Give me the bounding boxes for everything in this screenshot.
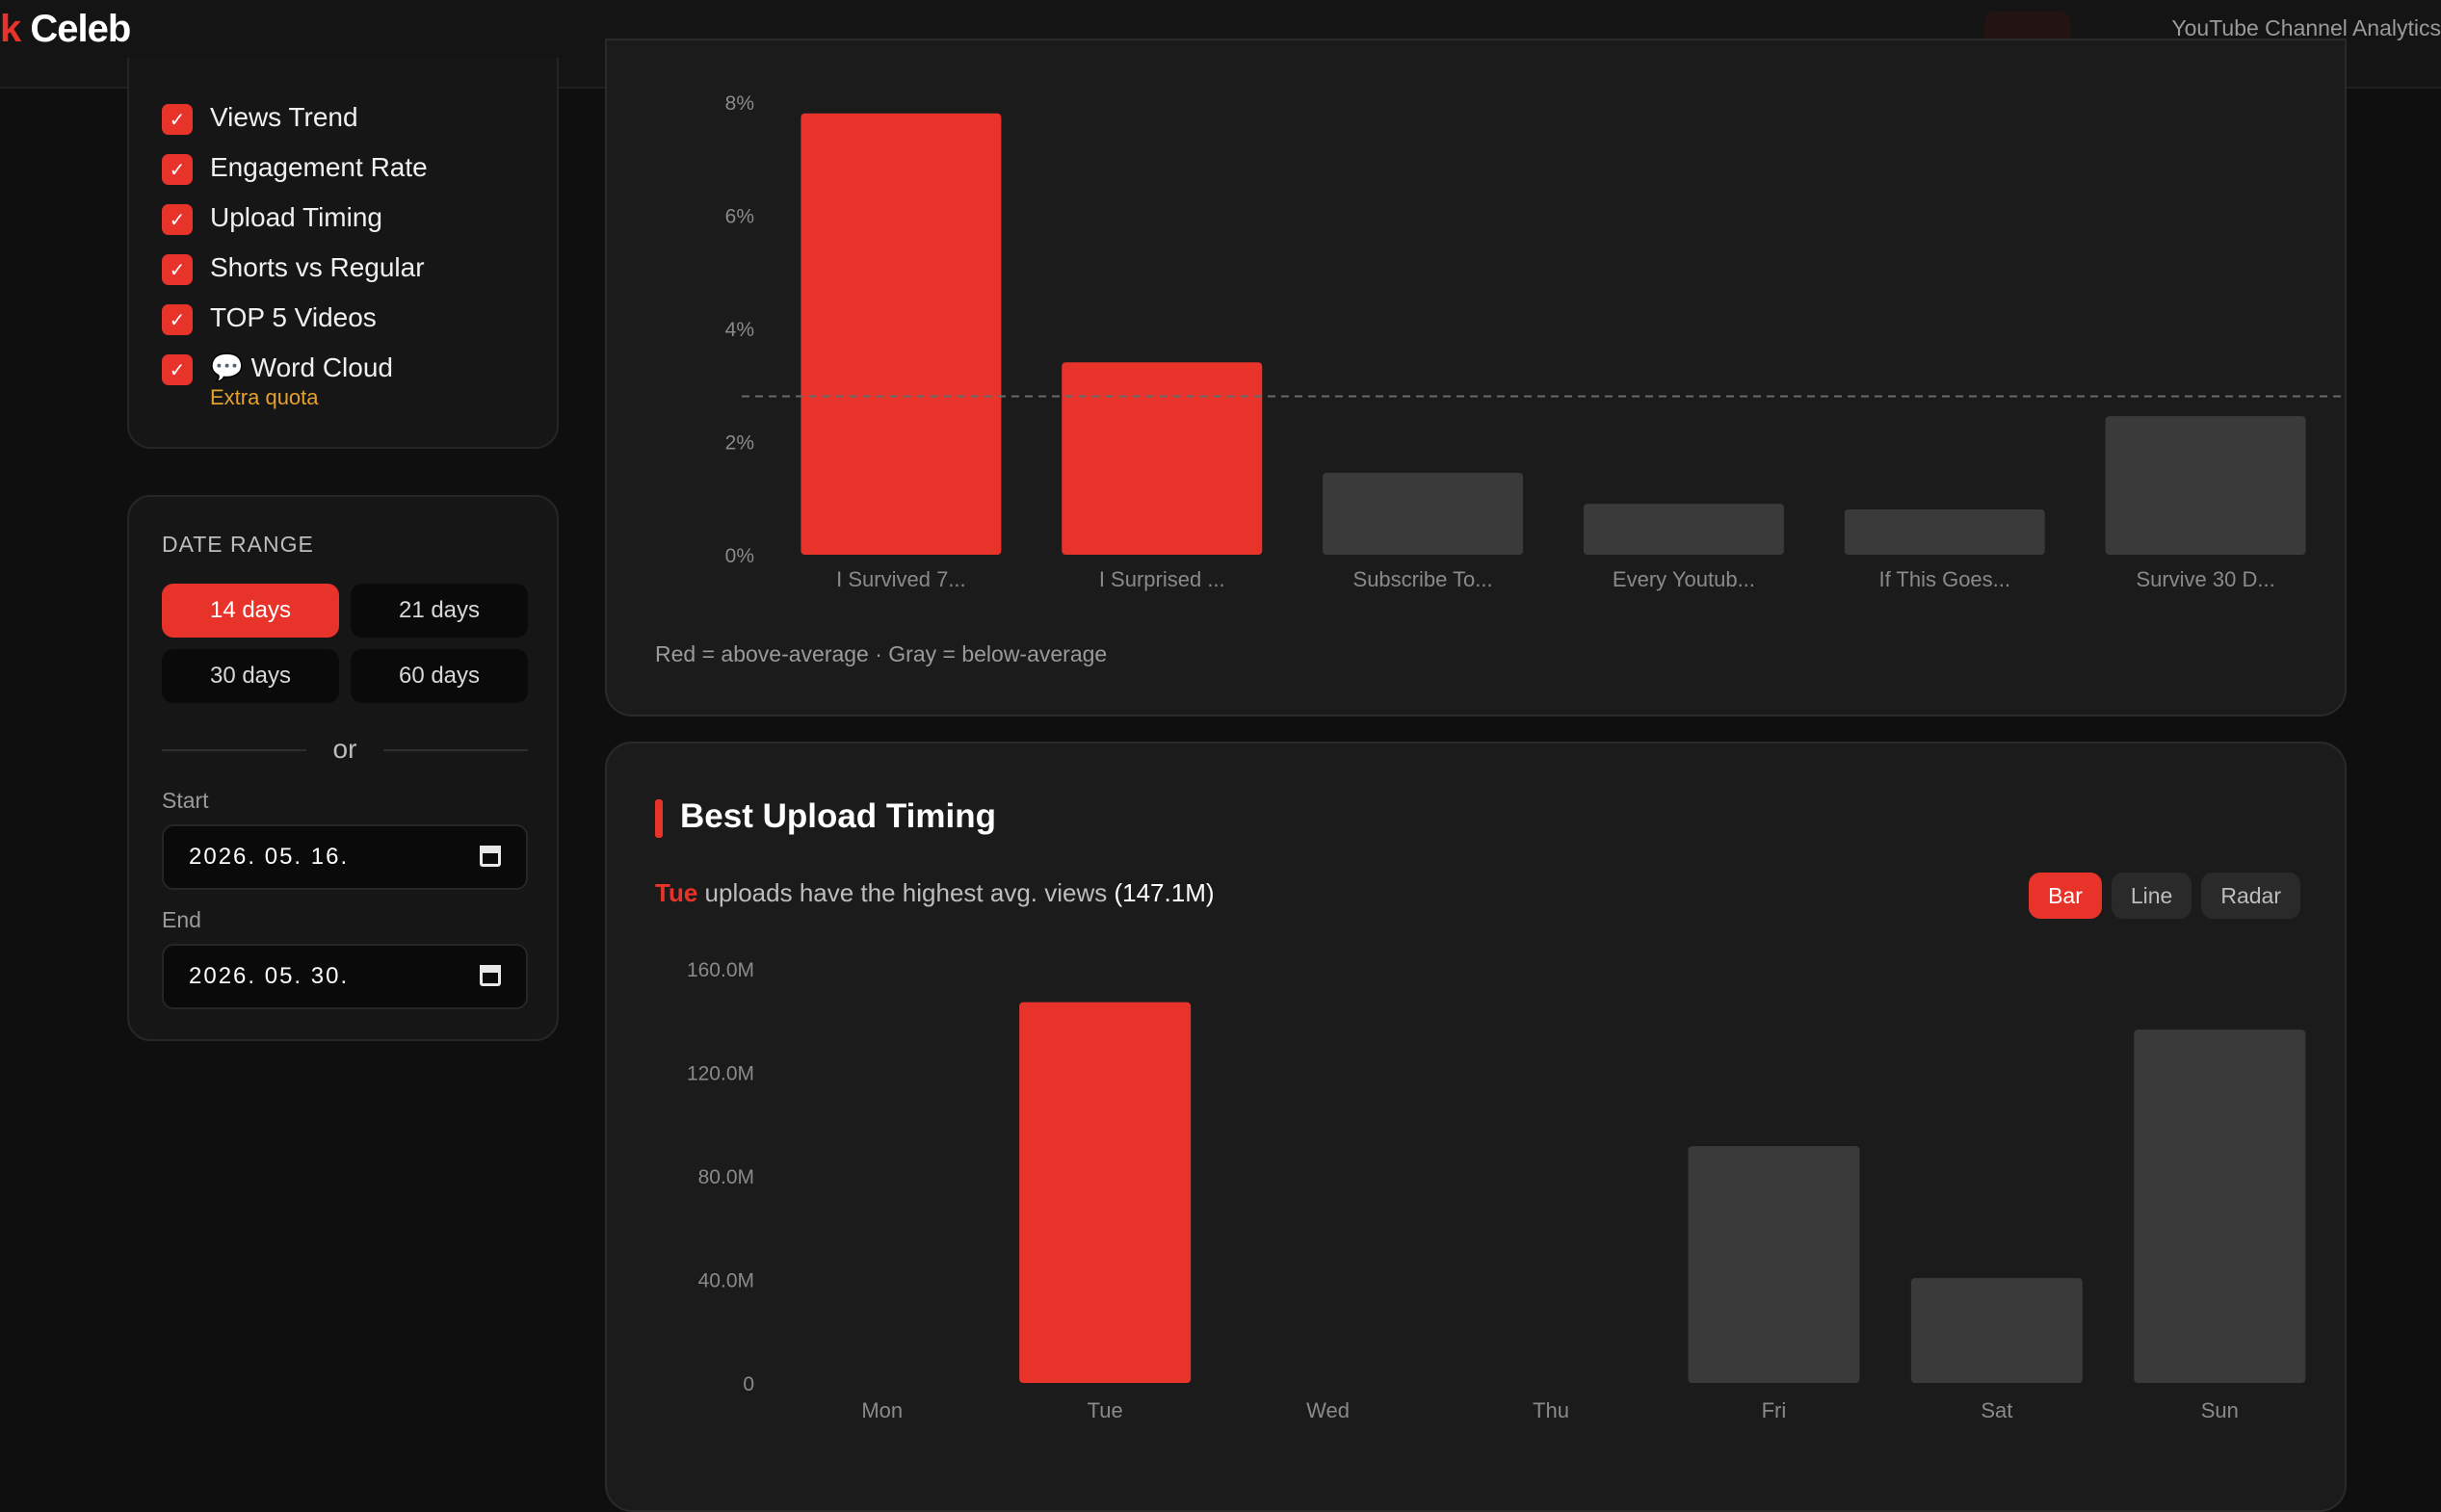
section-toggle[interactable]: ✓ TOP 5 Videos xyxy=(162,299,377,337)
start-date-input[interactable]: 2026. 05. 16. xyxy=(162,824,528,890)
section-toggle[interactable]: ✓ Views Trend xyxy=(162,98,358,137)
bar-view-button[interactable]: Bar xyxy=(2029,873,2102,919)
section-label: TOP 5 Videos xyxy=(210,302,377,332)
c1-y-tick-label: 2% xyxy=(725,432,754,455)
checkbox-check-icon[interactable]: ✓ xyxy=(162,104,193,135)
c1-x-tick-label: Survive 30 D... xyxy=(2136,567,2274,591)
section-text: Shorts vs Regular xyxy=(210,248,425,287)
c2-x-tick-label: Sat xyxy=(1981,1398,2012,1422)
or-divider: or xyxy=(162,730,528,769)
brand-logo[interactable]: k Celeb xyxy=(0,8,131,51)
c1-y-tick-label: 0% xyxy=(725,545,754,567)
divider-line-right xyxy=(383,749,528,751)
section-text: TOP 5 Videos xyxy=(210,299,377,337)
c1-y-tick-label: 8% xyxy=(725,92,754,115)
c2-x-tick-label: Sun xyxy=(2201,1398,2239,1422)
checkbox-check-icon[interactable]: ✓ xyxy=(162,304,193,335)
section-text: Views Trend xyxy=(210,98,358,137)
chart-legend-caption: Red = above-average · Gray = below-avera… xyxy=(655,641,1108,666)
c2-y-tick-label: 120.0M xyxy=(687,1063,754,1085)
date-range-title: DATE RANGE xyxy=(162,532,314,557)
radar-view-button[interactable]: Radar xyxy=(2201,873,2300,919)
preset-14-days-button[interactable]: 14 days xyxy=(162,584,339,638)
section-toggle[interactable]: ✓ Upload Timing xyxy=(162,198,382,237)
c2-y-tick-label: 160.0M xyxy=(687,959,754,981)
calendar-icon[interactable] xyxy=(480,846,501,867)
c1-x-tick-label: If This Goes... xyxy=(1878,567,2010,591)
section-toggle[interactable]: ✓ 💬 Word Cloud Extra quota xyxy=(162,349,393,410)
section-label: Shorts vs Regular xyxy=(210,252,425,282)
or-label: or xyxy=(332,734,357,764)
end-date-input[interactable]: 2026. 05. 30. xyxy=(162,944,528,1009)
c1-bar[interactable] xyxy=(801,113,1002,555)
preset-30-days-button[interactable]: 30 days xyxy=(162,649,339,703)
c2-bar[interactable] xyxy=(1910,1278,2083,1383)
section-toggle[interactable]: ✓ Engagement Rate xyxy=(162,148,428,187)
date-range-card: DATE RANGE 14 days 21 days 30 days 60 da… xyxy=(127,495,559,1041)
c2-x-tick-label: Fri xyxy=(1762,1398,1787,1422)
end-date-value: 2026. 05. 30. xyxy=(189,963,350,989)
chart-type-toggle: Bar Line Radar xyxy=(2029,873,2300,919)
divider-line-left xyxy=(162,749,306,751)
insight-value: (147.1M) xyxy=(1114,878,1215,907)
engagement-rate-chart: 0% 2% 4% 6% 8% I Survived 7... I Surprised ...… xyxy=(725,92,2346,591)
brand-name: Celeb xyxy=(30,8,131,50)
c2-y-tick-label: 40.0M xyxy=(698,1270,754,1292)
section-text: Engagement Rate xyxy=(210,148,428,187)
c1-bar[interactable] xyxy=(1844,509,2045,555)
c2-x-tick-label: Wed xyxy=(1306,1398,1350,1422)
timing-insight: Tue uploads have the highest avg. views … xyxy=(655,878,1215,908)
c1-x-tick-label: I Survived 7... xyxy=(836,567,966,591)
c2-y-tick-label: 80.0M xyxy=(698,1166,754,1188)
c2-y-tick-label: 0 xyxy=(743,1373,754,1395)
section-toggle[interactable]: ✓ Shorts vs Regular xyxy=(162,248,425,287)
engagement-rate-panel: 0% 2% 4% 6% 8% I Survived 7... I Surprised ...… xyxy=(605,39,2347,717)
section-label: Upload Timing xyxy=(210,202,382,232)
c1-x-tick-label: Every Youtub... xyxy=(1613,567,1755,591)
section-label: 💬 Word Cloud xyxy=(210,352,393,382)
sections-card: ✓ Views Trend ✓ Engagement Rate ✓ Upload Timi… xyxy=(127,58,559,449)
section-label: Views Trend xyxy=(210,102,358,132)
header-subtitle: YouTube Channel Analytics xyxy=(2171,15,2441,40)
end-label: End xyxy=(162,907,201,932)
c2-bar[interactable] xyxy=(1688,1146,1860,1383)
c1-bar[interactable] xyxy=(1583,504,1784,555)
c1-x-tick-label: Subscribe To... xyxy=(1353,567,1493,591)
c2-bar[interactable] xyxy=(1019,1002,1192,1383)
c1-bar[interactable] xyxy=(2105,416,2306,555)
c1-bar[interactable] xyxy=(1323,472,1524,555)
section-label: Engagement Rate xyxy=(210,152,428,182)
c2-x-tick-label: Mon xyxy=(861,1398,903,1422)
line-view-button[interactable]: Line xyxy=(2111,873,2192,919)
calendar-icon[interactable] xyxy=(480,965,501,986)
c1-bar[interactable] xyxy=(1062,362,1263,555)
brand-accent: k xyxy=(0,8,21,50)
section-text: Upload Timing xyxy=(210,198,382,237)
section-note: Extra quota xyxy=(210,385,319,409)
section-text: 💬 Word Cloud Extra quota xyxy=(210,349,393,410)
start-date-value: 2026. 05. 16. xyxy=(189,844,350,870)
c2-bar[interactable] xyxy=(2134,1030,2306,1383)
start-label: Start xyxy=(162,788,209,813)
checkbox-check-icon[interactable]: ✓ xyxy=(162,154,193,185)
upload-timing-panel: Best Upload Timing Tue uploads have the … xyxy=(605,742,2347,1512)
c2-x-tick-label: Thu xyxy=(1533,1398,1569,1422)
c1-y-tick-label: 6% xyxy=(725,206,754,228)
upload-timing-chart: 0 40.0M 80.0M 120.0M 160.0M Mon Tue Wed Thu Fri Sa… xyxy=(687,959,2306,1422)
preset-21-days-button[interactable]: 21 days xyxy=(351,584,528,638)
c1-x-tick-label: I Surprised ... xyxy=(1099,567,1225,591)
checkbox-check-icon[interactable]: ✓ xyxy=(162,204,193,235)
panel-title: Best Upload Timing xyxy=(655,797,996,838)
c2-x-tick-label: Tue xyxy=(1088,1398,1123,1422)
checkbox-check-icon[interactable]: ✓ xyxy=(162,354,193,385)
checkbox-check-icon[interactable]: ✓ xyxy=(162,254,193,285)
insight-day: Tue xyxy=(655,878,698,907)
c1-y-tick-label: 4% xyxy=(725,319,754,341)
insight-text: uploads have the highest avg. views xyxy=(697,878,1115,907)
preset-60-days-button[interactable]: 60 days xyxy=(351,649,528,703)
